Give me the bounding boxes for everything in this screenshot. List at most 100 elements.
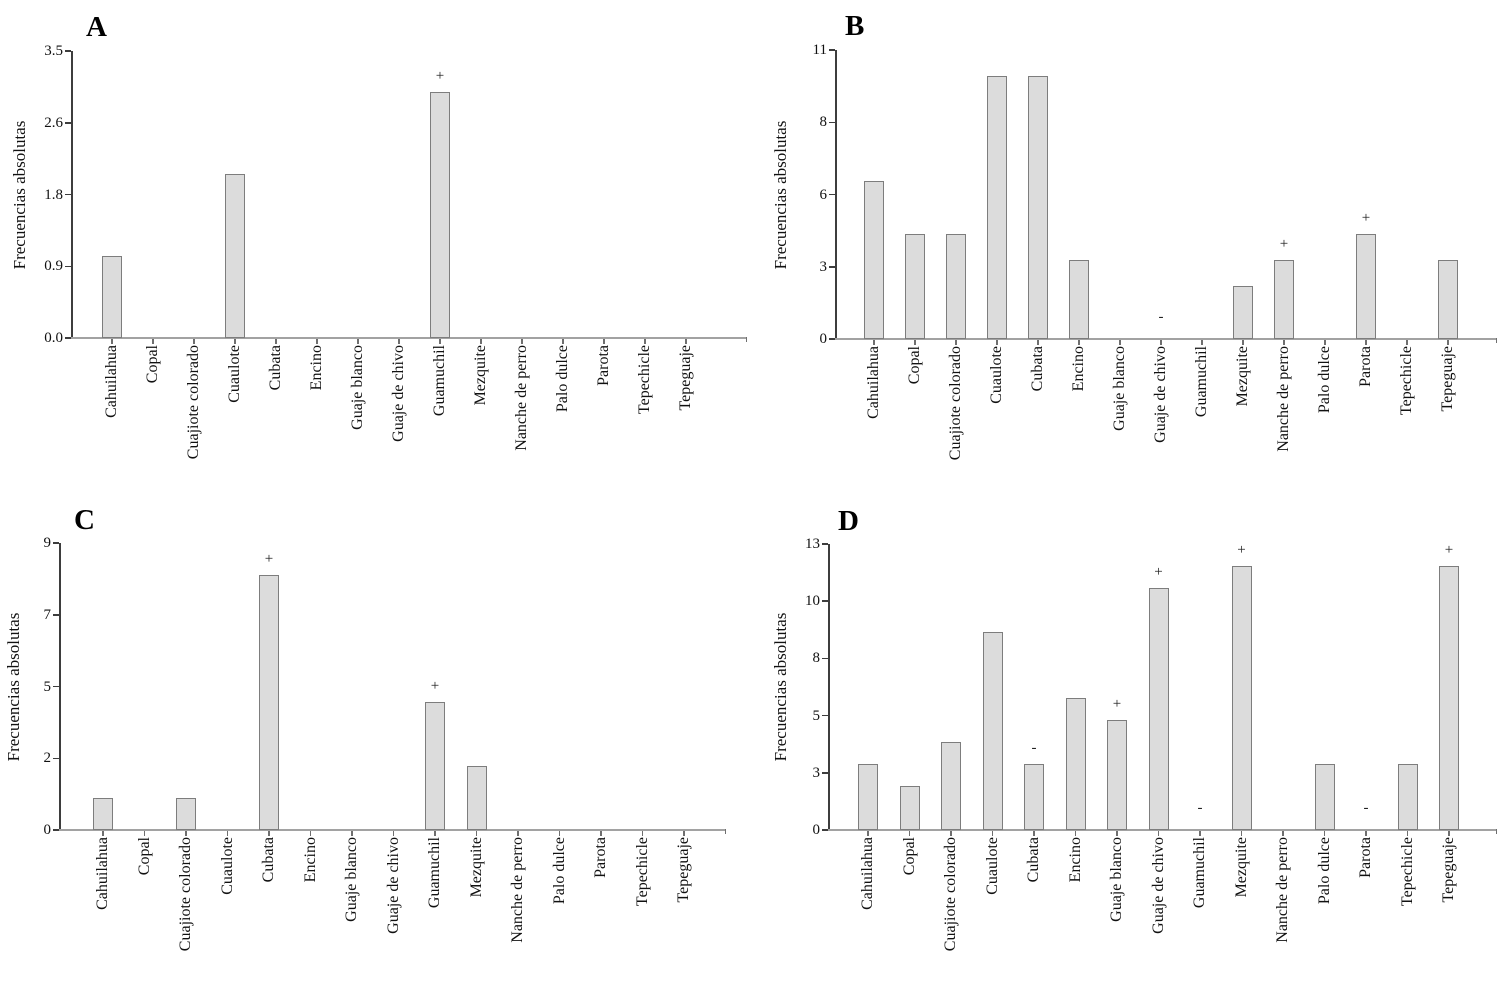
y-tick-b	[829, 121, 835, 123]
bar-nanche-de-perro	[1274, 260, 1294, 339]
category-label-d: Palo dulce	[1315, 837, 1333, 905]
y-tick-label-a: 0.0	[44, 330, 63, 346]
bar-parota	[1356, 233, 1376, 339]
category-label-a: Parota	[595, 345, 612, 386]
category-label-b: Guaje blanco	[1111, 346, 1128, 431]
bar-cuaulote	[982, 632, 1003, 830]
category-label-c: Cuajiote colorado	[177, 837, 194, 952]
y-tick-label-c: 9	[43, 535, 52, 551]
category-label-a: Encino	[308, 345, 325, 391]
bar-cahuilahua	[858, 764, 878, 830]
y-tick-label-a: 0.9	[44, 258, 63, 275]
panel-letter-d: D	[838, 505, 859, 537]
bar-copal	[905, 233, 925, 339]
bar-palo-dulce	[1314, 764, 1335, 830]
y-tick-d	[822, 714, 828, 717]
x-axis-end-tick-b	[1495, 338, 1497, 343]
y-tick-d	[822, 543, 828, 545]
y-tick-label-d: 13	[805, 536, 820, 552]
x-tick-b	[1242, 340, 1244, 345]
significance-marker-c: +	[264, 550, 274, 567]
x-tick-c	[683, 831, 685, 836]
category-label-c: Guaje de chivo	[384, 837, 402, 934]
bar-cahuilahua	[93, 798, 113, 830]
x-tick-a	[357, 339, 359, 344]
x-tick-b	[914, 340, 916, 345]
x-tick-d	[1199, 831, 1201, 836]
x-tick-c	[600, 831, 602, 836]
bar-guamuchil	[425, 702, 445, 830]
x-tick-c	[226, 831, 229, 836]
category-label-d: Cubata	[1025, 837, 1042, 883]
y-tick-a	[65, 265, 71, 267]
significance-marker-d: -	[1197, 800, 1203, 816]
category-label-b: Cubata	[1029, 346, 1046, 392]
category-label-a: Cuajiote colorado	[185, 345, 202, 460]
x-tick-c	[641, 831, 644, 836]
significance-marker-b: +	[1361, 209, 1371, 226]
category-label-b: Cuajiote colorado	[947, 346, 964, 461]
bar-encino	[1069, 260, 1089, 339]
y-tick-a	[65, 122, 71, 124]
x-tick-b	[1283, 340, 1285, 345]
y-tick-c	[53, 542, 59, 544]
category-label-b: Cahuilahua	[865, 346, 882, 419]
x-axis-line-a	[71, 337, 747, 339]
bar-cubata	[1028, 76, 1048, 339]
x-axis-end-tick-c	[724, 829, 726, 834]
bar-mezquite	[466, 766, 487, 830]
y-tick-label-d: 8	[812, 650, 821, 667]
category-label-d: Tepeguaje	[1440, 837, 1457, 903]
panel-letter-a: A	[86, 11, 107, 43]
y-axis-line-c	[59, 543, 61, 830]
x-tick-c	[517, 831, 519, 836]
significance-marker-d: -	[1031, 740, 1037, 756]
bar-cahuilahua	[864, 181, 884, 339]
y-tick-a	[65, 337, 71, 339]
y-tick-label-c: 5	[43, 678, 52, 695]
x-tick-a	[603, 339, 605, 344]
x-tick-d	[1282, 831, 1284, 836]
bar-tepeguaje	[1438, 260, 1458, 339]
x-tick-a	[521, 339, 523, 344]
x-axis-line-d	[828, 829, 1497, 831]
x-tick-d	[1406, 831, 1409, 836]
bar-tepeguaje	[1439, 566, 1459, 830]
category-label-a: Copal	[144, 345, 161, 384]
bar-cuaulote	[987, 76, 1007, 339]
category-label-b: Tepeguaje	[1439, 346, 1456, 412]
category-label-c: Mezquite	[467, 837, 485, 898]
bar-cuajiote-colorado	[176, 798, 196, 830]
x-tick-b	[1365, 340, 1367, 345]
x-tick-b	[1037, 340, 1039, 345]
y-tick-c	[53, 829, 59, 831]
category-label-a: Cuaulote	[226, 345, 243, 403]
y-tick-d	[822, 657, 828, 660]
bar-mezquite	[1233, 286, 1253, 339]
y-axis-line-d	[828, 544, 830, 830]
category-label-c: Tepeguaje	[675, 837, 692, 903]
category-label-a: Cahuilahua	[103, 345, 120, 418]
x-tick-b	[873, 340, 875, 345]
category-label-c: Guaje blanco	[343, 837, 360, 922]
bar-cubata	[1024, 764, 1044, 830]
y-tick-a	[65, 193, 71, 196]
x-tick-a	[275, 339, 277, 344]
significance-marker-a: +	[435, 68, 445, 84]
y-tick-label-d: 5	[812, 707, 821, 724]
category-label-a: Palo dulce	[554, 345, 571, 413]
x-tick-c	[475, 831, 478, 836]
x-tick-d	[991, 831, 994, 836]
significance-marker-b: +	[1279, 236, 1289, 253]
x-tick-d	[867, 831, 869, 836]
y-tick-a	[65, 50, 71, 52]
y-tick-label-d: 0	[812, 822, 821, 838]
y-tick-label-b: 3	[819, 258, 828, 275]
y-tick-b	[829, 49, 835, 51]
category-label-d: Guaje de chivo	[1149, 837, 1167, 934]
significance-marker-d: -	[1363, 800, 1369, 816]
y-tick-label-c: 7	[43, 606, 52, 623]
significance-marker-d: +	[1444, 542, 1454, 558]
category-label-b: Cuaulote	[988, 346, 1005, 404]
x-tick-c	[392, 831, 395, 836]
